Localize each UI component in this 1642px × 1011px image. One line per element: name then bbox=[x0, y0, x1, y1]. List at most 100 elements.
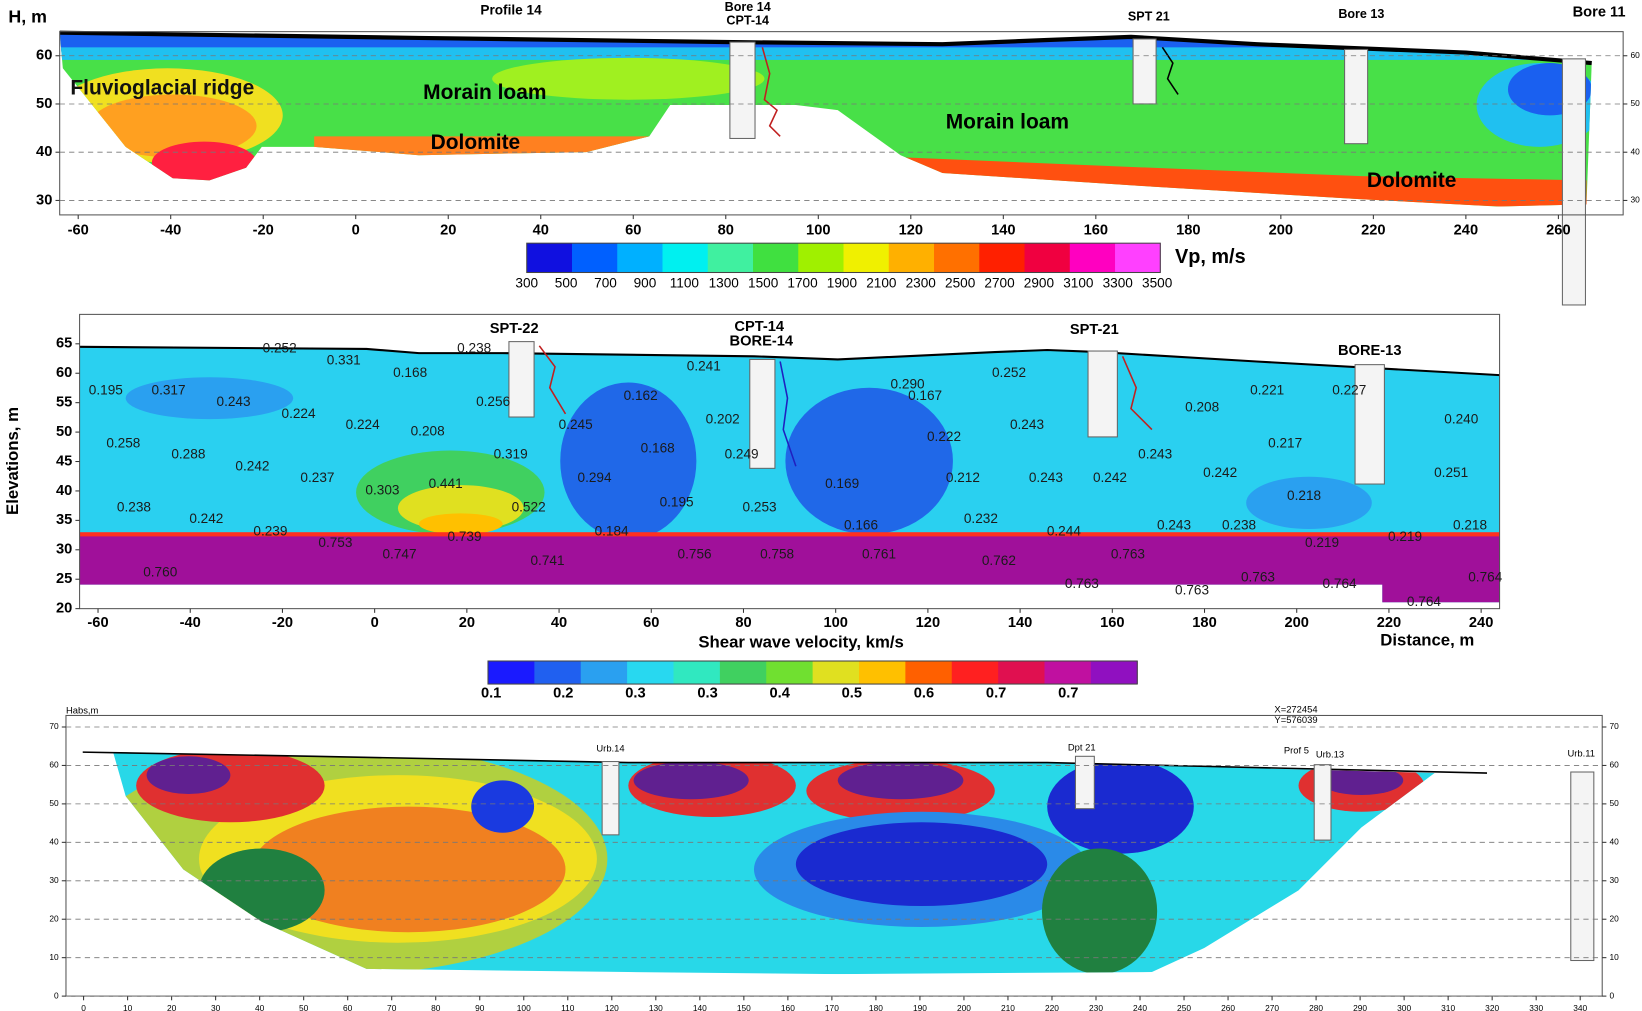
annotation: Dpt 21 bbox=[1068, 741, 1096, 752]
y-tick-label: 35 bbox=[56, 512, 72, 528]
data-label: 0.168 bbox=[641, 441, 675, 456]
x-tick-label: 200 bbox=[1284, 615, 1308, 631]
colorbar-frame bbox=[487, 660, 1138, 685]
x-tick-label: 230 bbox=[1089, 1003, 1103, 1011]
y-tick-label: 20 bbox=[49, 913, 59, 923]
colorbar-tick-label: 0.5 bbox=[842, 685, 862, 701]
colorbar-tick-label: 0.7 bbox=[986, 685, 1006, 701]
region-label: Dolomite bbox=[431, 131, 521, 154]
x-tick-label: 220 bbox=[1361, 222, 1385, 238]
y2-tick-label: 60 bbox=[1610, 760, 1620, 770]
colorbar-cell bbox=[888, 243, 935, 273]
data-label: 0.243 bbox=[1157, 517, 1191, 532]
x-tick-label: 180 bbox=[869, 1003, 883, 1011]
data-label: 0.758 bbox=[760, 547, 794, 562]
x-tick-label: 30 bbox=[211, 1003, 221, 1011]
annotation: X=272454 bbox=[1274, 704, 1317, 715]
x-tick-label: 60 bbox=[625, 222, 641, 238]
data-label: 0.764 bbox=[1323, 576, 1357, 591]
region-label-box: Fluvioglacial ridge bbox=[70, 76, 255, 100]
y2-tick-label: 60 bbox=[1630, 50, 1640, 60]
x-tick-label: 100 bbox=[806, 222, 830, 238]
region-label: Fluvioglacial ridge bbox=[70, 76, 255, 100]
log-curves bbox=[538, 46, 1179, 467]
y2-tick-label: 40 bbox=[1630, 146, 1640, 156]
data-label: 0.760 bbox=[143, 564, 177, 579]
y-tick-label: 65 bbox=[56, 336, 72, 352]
data-label: 0.227 bbox=[1332, 382, 1366, 397]
y-tick-label: 60 bbox=[49, 760, 59, 770]
colorbar-cell bbox=[753, 243, 799, 273]
colorbar-tick-label: 300 bbox=[515, 276, 538, 291]
data-label: 0.240 bbox=[1444, 411, 1478, 426]
x-tick-label: 50 bbox=[299, 1003, 309, 1011]
data-label: 0.243 bbox=[1010, 417, 1044, 432]
data-label: 0.522 bbox=[512, 500, 546, 515]
colorbar-cell bbox=[858, 661, 906, 685]
colorbar-tick-label: 3100 bbox=[1063, 276, 1094, 291]
colorbar-cell bbox=[627, 661, 675, 685]
x-tick-label: 0 bbox=[352, 222, 360, 238]
colorbar-cell bbox=[673, 661, 721, 685]
x-tick-label: -60 bbox=[68, 222, 89, 238]
x-tick-label: 120 bbox=[916, 615, 940, 631]
surface-line bbox=[82, 751, 1488, 774]
x-tick-label: 100 bbox=[517, 1003, 531, 1011]
data-label: 0.252 bbox=[263, 341, 297, 356]
region-label: Dolomite bbox=[1367, 169, 1457, 192]
colorbar-tick-label: 0.6 bbox=[914, 685, 934, 701]
data-label: 0.747 bbox=[382, 547, 416, 562]
plot-frame bbox=[59, 31, 1624, 216]
boreholes bbox=[508, 38, 1595, 962]
data-label: 0.739 bbox=[447, 529, 481, 544]
x-tick-label: 0 bbox=[81, 1003, 86, 1011]
x-tick-label: 250 bbox=[1177, 1003, 1191, 1011]
data-label: 0.237 bbox=[300, 470, 334, 485]
colorbar-tick-label: 1500 bbox=[748, 276, 779, 291]
x-axis-label: Distance, m bbox=[1380, 631, 1474, 650]
data-label: 0.317 bbox=[152, 382, 186, 397]
x-tick-label: 340 bbox=[1573, 1003, 1587, 1011]
annotation: SPT-22 bbox=[490, 321, 539, 337]
annotation: Bore 11 bbox=[1573, 5, 1626, 21]
colorbar-label: Shear wave velocity, km/s bbox=[698, 633, 903, 652]
data-label: 0.241 bbox=[687, 358, 721, 373]
data-label: 0.256 bbox=[476, 394, 510, 409]
x-tick-label: 140 bbox=[1008, 615, 1032, 631]
colorbar-tick-label: 500 bbox=[555, 276, 578, 291]
y-tick-label: 20 bbox=[56, 601, 72, 617]
x-tick-label: 130 bbox=[649, 1003, 663, 1011]
data-label: 0.184 bbox=[595, 524, 629, 539]
colorbar-tick-label: 1300 bbox=[709, 276, 740, 291]
y-tick-label: 60 bbox=[56, 365, 72, 381]
data-label: 0.224 bbox=[346, 417, 380, 432]
data-label: 0.763 bbox=[1111, 547, 1145, 562]
x-tick-label: 100 bbox=[823, 615, 847, 631]
x-tick-label: 180 bbox=[1176, 222, 1200, 238]
y2-tick-label: 40 bbox=[1610, 837, 1620, 847]
x-tick-label: 60 bbox=[643, 615, 659, 631]
y-tick-label: 50 bbox=[36, 96, 52, 112]
x-tick-label: 10 bbox=[123, 1003, 133, 1011]
colorbar-tick-label: 900 bbox=[634, 276, 657, 291]
data-label: 0.217 bbox=[1268, 435, 1302, 450]
x-tick-label: 200 bbox=[1269, 222, 1293, 238]
colorbar-cell bbox=[617, 243, 664, 273]
x-tick-label: -40 bbox=[180, 615, 201, 631]
x-tick-label: 70 bbox=[387, 1003, 397, 1011]
x-tick-label: 290 bbox=[1353, 1003, 1367, 1011]
annotation: Y=576039 bbox=[1274, 714, 1317, 725]
x-tick-label: 60 bbox=[343, 1003, 353, 1011]
y-tick-label: 25 bbox=[56, 571, 72, 587]
x-tick-label: 240 bbox=[1454, 222, 1478, 238]
annotation: Prof 5 bbox=[1284, 745, 1309, 756]
data-label: 0.243 bbox=[217, 394, 251, 409]
data-label: 0.288 bbox=[171, 447, 205, 462]
data-label: 0.162 bbox=[624, 388, 658, 403]
y-tick-label: 40 bbox=[49, 837, 59, 847]
y2-tick-label: 50 bbox=[1630, 98, 1640, 108]
annotation: CPT-14 bbox=[726, 13, 769, 27]
data-label: 0.764 bbox=[1468, 570, 1502, 585]
